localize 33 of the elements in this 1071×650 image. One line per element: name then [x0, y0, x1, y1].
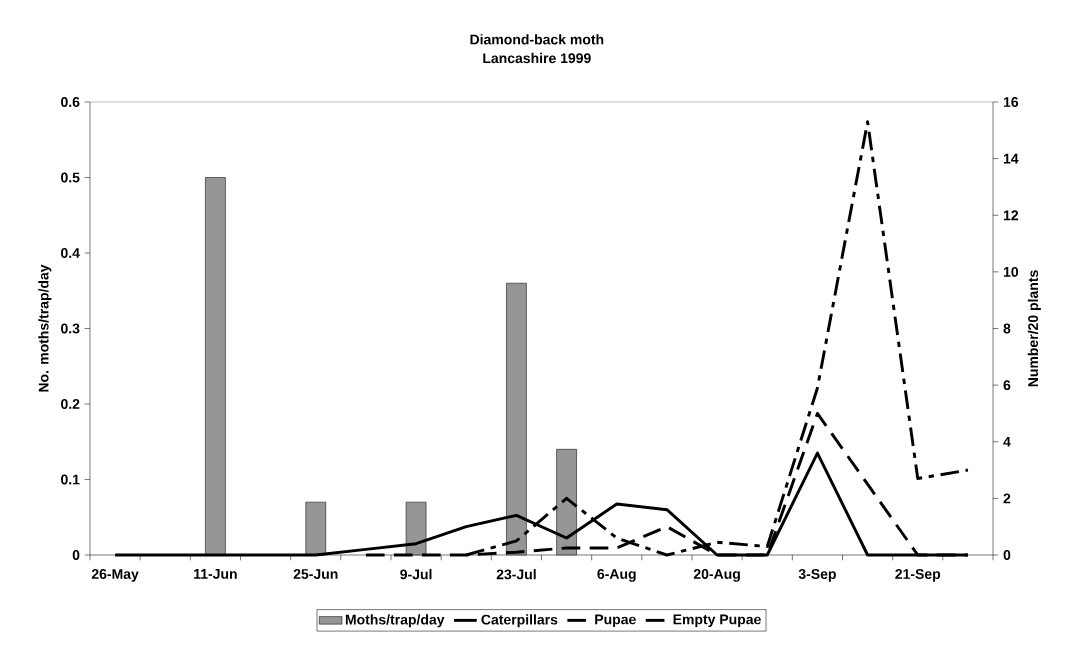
- y2-tick-label: 16: [1003, 97, 1019, 107]
- y-axis-title: No. moths/trap/day: [38, 264, 52, 392]
- y2-tick-label: 2: [1003, 493, 1011, 504]
- y-tick-label: 0.3: [61, 323, 80, 334]
- y-tick-label: 0.2: [61, 399, 80, 409]
- y2-tick-label: 14: [1003, 153, 1019, 164]
- x-tick-label: 23-Jul: [496, 569, 536, 580]
- legend-label: Moths/trap/day: [345, 614, 445, 628]
- chart-subtitle: Lancashire 1999: [483, 52, 591, 64]
- y2-tick-label: 0: [1003, 550, 1011, 560]
- legend-label: Caterpillars: [481, 614, 558, 628]
- y-tick-label: 0.5: [61, 172, 80, 183]
- x-tick-label: 26-May: [91, 569, 139, 582]
- x-tick-label: 20-Aug: [693, 569, 740, 582]
- y2-tick-label: 12: [1003, 210, 1019, 221]
- y2-axis-title: Number/20 plants: [1027, 270, 1041, 387]
- y-tick-label: 0: [72, 550, 80, 560]
- x-tick-label: 9-Jul: [400, 569, 432, 580]
- x-tick-label: 11-Jun: [194, 569, 237, 579]
- x-tick-label: 25-Jun: [293, 569, 338, 579]
- x-tick-label: 6-Aug: [597, 569, 636, 582]
- chart-title: Diamond-back moth: [470, 34, 604, 45]
- y-tick-label: 0.6: [61, 97, 80, 107]
- x-tick-label: 21-Sep: [895, 569, 941, 582]
- x-tick-label: 3-Sep: [798, 569, 836, 582]
- y-tick-label: 0.4: [61, 248, 80, 258]
- legend-label: Pupae: [595, 614, 636, 628]
- y2-tick-label: 4: [1003, 436, 1011, 447]
- y2-tick-label: 6: [1003, 380, 1011, 391]
- legend-label: Empty Pupae: [673, 614, 761, 628]
- y2-tick-label: 10: [1003, 266, 1019, 277]
- y2-tick-label: 8: [1003, 323, 1011, 334]
- y-tick-label: 0.1: [61, 474, 80, 485]
